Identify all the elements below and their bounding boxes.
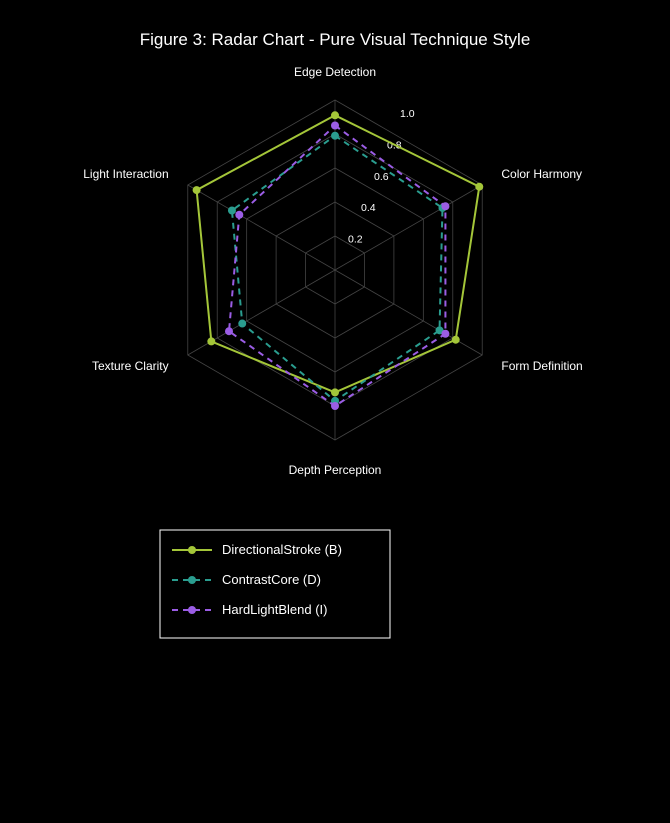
legend-label: ContrastCore (D) [222, 572, 321, 587]
axis-label: Form Definition [501, 359, 582, 373]
grid-spoke [335, 185, 482, 270]
chart-title: Figure 3: Radar Chart - Pure Visual Tech… [0, 30, 670, 50]
r-tick-label: 1.0 [400, 108, 415, 120]
series-marker [331, 402, 339, 410]
series-marker [331, 132, 339, 140]
legend-label: DirectionalStroke (B) [222, 542, 342, 557]
series-marker [452, 336, 460, 344]
series-marker [331, 388, 339, 396]
series-marker [331, 122, 339, 130]
legend-swatch-marker [188, 606, 196, 614]
axis-label: Color Harmony [501, 167, 582, 181]
series-marker [235, 211, 243, 219]
r-tick-label: 0.4 [361, 202, 376, 214]
series-marker [475, 183, 483, 191]
series-marker [228, 207, 236, 215]
axis-label: Light Interaction [83, 167, 168, 181]
axis-label: Texture Clarity [92, 359, 169, 373]
series-marker [225, 327, 233, 335]
series-marker [331, 111, 339, 119]
series-marker [238, 320, 246, 328]
legend-label: HardLightBlend (I) [222, 602, 328, 617]
legend-swatch-marker [188, 576, 196, 584]
axis-label: Depth Perception [289, 463, 382, 477]
r-tick-label: 0.6 [374, 171, 389, 183]
series-marker [441, 330, 449, 338]
grid-spoke [188, 185, 335, 270]
series-marker [441, 202, 449, 210]
series-marker [193, 186, 201, 194]
axis-label: Edge Detection [294, 65, 376, 79]
series-marker [207, 337, 215, 345]
radar-chart: 0.20.40.60.81.0Edge DetectionColor Harmo… [0, 0, 670, 823]
r-tick-label: 0.2 [348, 234, 363, 246]
legend-swatch-marker [188, 546, 196, 554]
